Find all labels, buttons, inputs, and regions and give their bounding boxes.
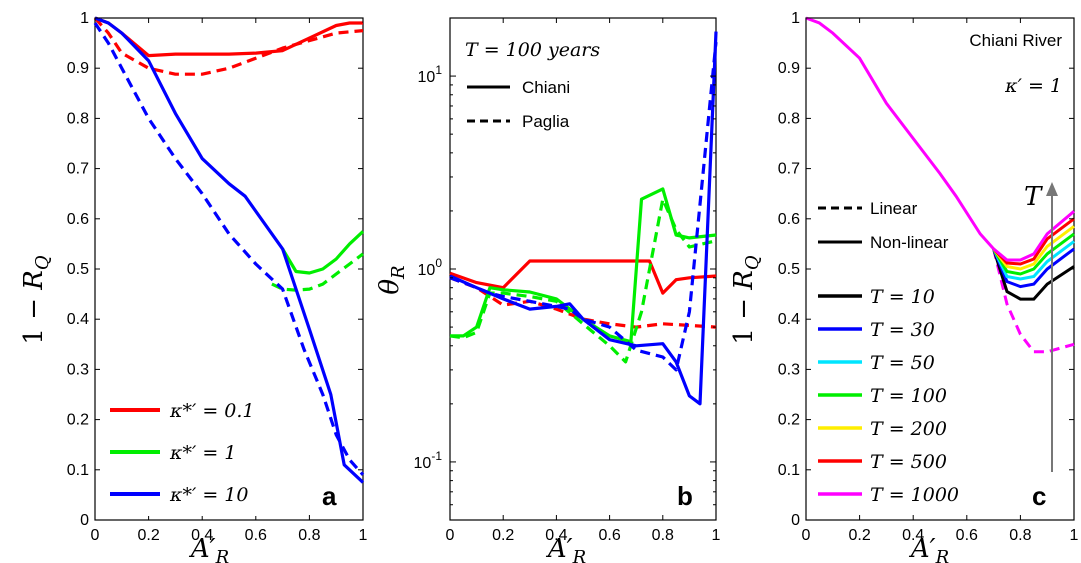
panel-a-series-line [271, 252, 364, 292]
panel-a-series-line [93, 16, 364, 76]
panel-c-legend-label: T = 500 [870, 451, 947, 473]
panel-b-ytick-label: 100 [418, 256, 443, 279]
panel-c-legend-label: T = 10 [870, 286, 935, 308]
panel-a-ytick-label: 0.2 [67, 412, 89, 429]
panel-c-legend: Linear Non-linear T = 10 T = 30 T = 50 T = 10… [818, 199, 959, 506]
panel-a-xlabel: A′R [189, 534, 229, 563]
panel-b-frame [449, 17, 717, 521]
panel-b-xtick-label: 0 [446, 527, 455, 544]
panel-b-xtick-label: 0.8 [652, 527, 674, 544]
panel-c-title: Chiani River [969, 31, 1062, 50]
panel-a-ytick-label: 0.4 [67, 311, 89, 328]
panel-c-legend-label: T = 50 [870, 352, 935, 374]
panel-a-ytick-label: 0.5 [67, 261, 89, 278]
panel-c-legend-label: T = 1000 [870, 484, 959, 506]
panel-b-legend-label: Chiani [522, 78, 570, 97]
panel-c-legend-label: T = 30 [870, 319, 935, 341]
panel-c-ytick-label: 0.7 [778, 161, 800, 178]
panel-a-xtick-label: 1 [359, 527, 368, 544]
panel-a-xtick-label: 0 [91, 527, 100, 544]
panel-a-legend: κ*′ = 0.1 κ*′ = 1 κ*′ = 10 [103, 394, 293, 516]
panel-a-ytick-label: 0.1 [67, 462, 89, 479]
panel-c-ytick-label: 0.2 [778, 412, 800, 429]
panel-c-ytick-label: 0.6 [778, 211, 800, 228]
panel-b-series-line [449, 41, 718, 372]
panel-c-style-legend-label: Linear [870, 199, 918, 218]
panel-c-legend-label: T = 200 [870, 418, 947, 440]
panel-b-ytick-label: 101 [418, 63, 443, 86]
panel-a: 0 0.2 0.4 0.6 0.8 1 0 0.1 0.2 0.3 0.4 0.5 0.6 0.7 0.8 0… [19, 10, 368, 563]
panel-c-ytick-label: 0.1 [778, 462, 800, 479]
panel-c-legend-label: T = 100 [870, 385, 947, 407]
panel-c-xtick-label: 0.4 [902, 527, 924, 544]
panel-c-ytick-label: 0.8 [778, 110, 800, 127]
panel-c-xtick-label: 0.2 [848, 527, 870, 544]
panel-b: 0 0.2 0.4 0.6 0.8 1 10-1 100 101 θR A′R T = 100 … [375, 17, 721, 563]
panel-b-series-line [449, 197, 717, 364]
panel-c-common-line [805, 16, 995, 250]
panel-a-ytick-label: 0.7 [67, 161, 89, 178]
panel-b-ylabel: θR [375, 265, 409, 294]
panel-c-arrowhead [1046, 182, 1058, 196]
panel-c-style-legend-label: Non-linear [870, 233, 949, 252]
panel-b-xtick-label: 0.4 [545, 527, 567, 544]
panel-c-ylabel: 1 − RQ [729, 255, 763, 344]
panel-b-xtick-label: 1 [712, 527, 721, 544]
panel-a-series-line [94, 16, 365, 484]
panel-b-legend: Chiani Paglia [467, 78, 570, 131]
panel-c-xtick-label: 0.6 [956, 527, 978, 544]
panel-c-xtick-label: 1 [1070, 527, 1079, 544]
panel-c-xlabel: A′R [909, 534, 949, 563]
panel-b-series-line [449, 259, 717, 295]
panel-c-ytick-label: 0 [791, 512, 800, 529]
panel-c-subtitle: κ′ = 1 [1004, 75, 1062, 97]
panel-c-frame [805, 17, 1075, 521]
panel-c-ytick-label: 0.4 [778, 311, 800, 328]
panel-c: 0 0.2 0.4 0.6 0.8 1 0 0.1 0.2 0.3 0.4 0.5 0.6 0.7 0.8 0… [729, 10, 1079, 563]
panel-c-xtick-label: 0 [802, 527, 811, 544]
panel-b-series-line [449, 276, 717, 329]
panel-a-xtick-label: 0.2 [137, 527, 159, 544]
panel-c-ytick-label: 0.3 [778, 361, 800, 378]
panel-a-xtick-label: 0.8 [298, 527, 320, 544]
panel-c-ytick-label: 0.9 [778, 60, 800, 77]
panel-a-xtick-label: 0.6 [245, 527, 267, 544]
panel-c-ytick-label: 0.5 [778, 261, 800, 278]
panel-b-legend-label: Paglia [522, 112, 570, 131]
panel-b-title: T = 100 years [465, 39, 600, 61]
panel-c-ytick-label: 1 [791, 10, 800, 27]
panel-a-ytick-label: 0 [80, 512, 89, 529]
panel-b-ytick-label: 10-1 [414, 449, 443, 472]
panel-a-ytick-label: 0.8 [67, 110, 89, 127]
panel-a-ylabel: 1 − RQ [19, 255, 53, 344]
panel-a-legend-label: κ*′ = 1 [169, 442, 236, 464]
panel-a-ytick-label: 0.9 [67, 60, 89, 77]
panel-a-legend-label: κ*′ = 0.1 [169, 400, 255, 422]
panel-a-ytick-label: 0.3 [67, 361, 89, 378]
panel-a-letter: a [322, 481, 337, 511]
panel-a-xtick-label: 0.4 [191, 527, 213, 544]
panel-c-arrow-label: T [1024, 182, 1043, 212]
panel-a-legend-label: κ*′ = 10 [169, 484, 248, 506]
panel-b-xtick-label: 0.6 [598, 527, 620, 544]
panel-b-xtick-label: 0.2 [492, 527, 514, 544]
panel-c-xtick-label: 0.8 [1009, 527, 1031, 544]
panel-a-series-line [281, 230, 365, 275]
panel-a-ytick-label: 1 [80, 10, 89, 27]
panel-c-letter: c [1032, 481, 1046, 511]
panel-b-series-line [449, 31, 718, 406]
panel-b-letter: b [677, 481, 693, 511]
panel-b-xlabel: A′R [546, 534, 586, 563]
panel-a-ytick-label: 0.6 [67, 211, 89, 228]
